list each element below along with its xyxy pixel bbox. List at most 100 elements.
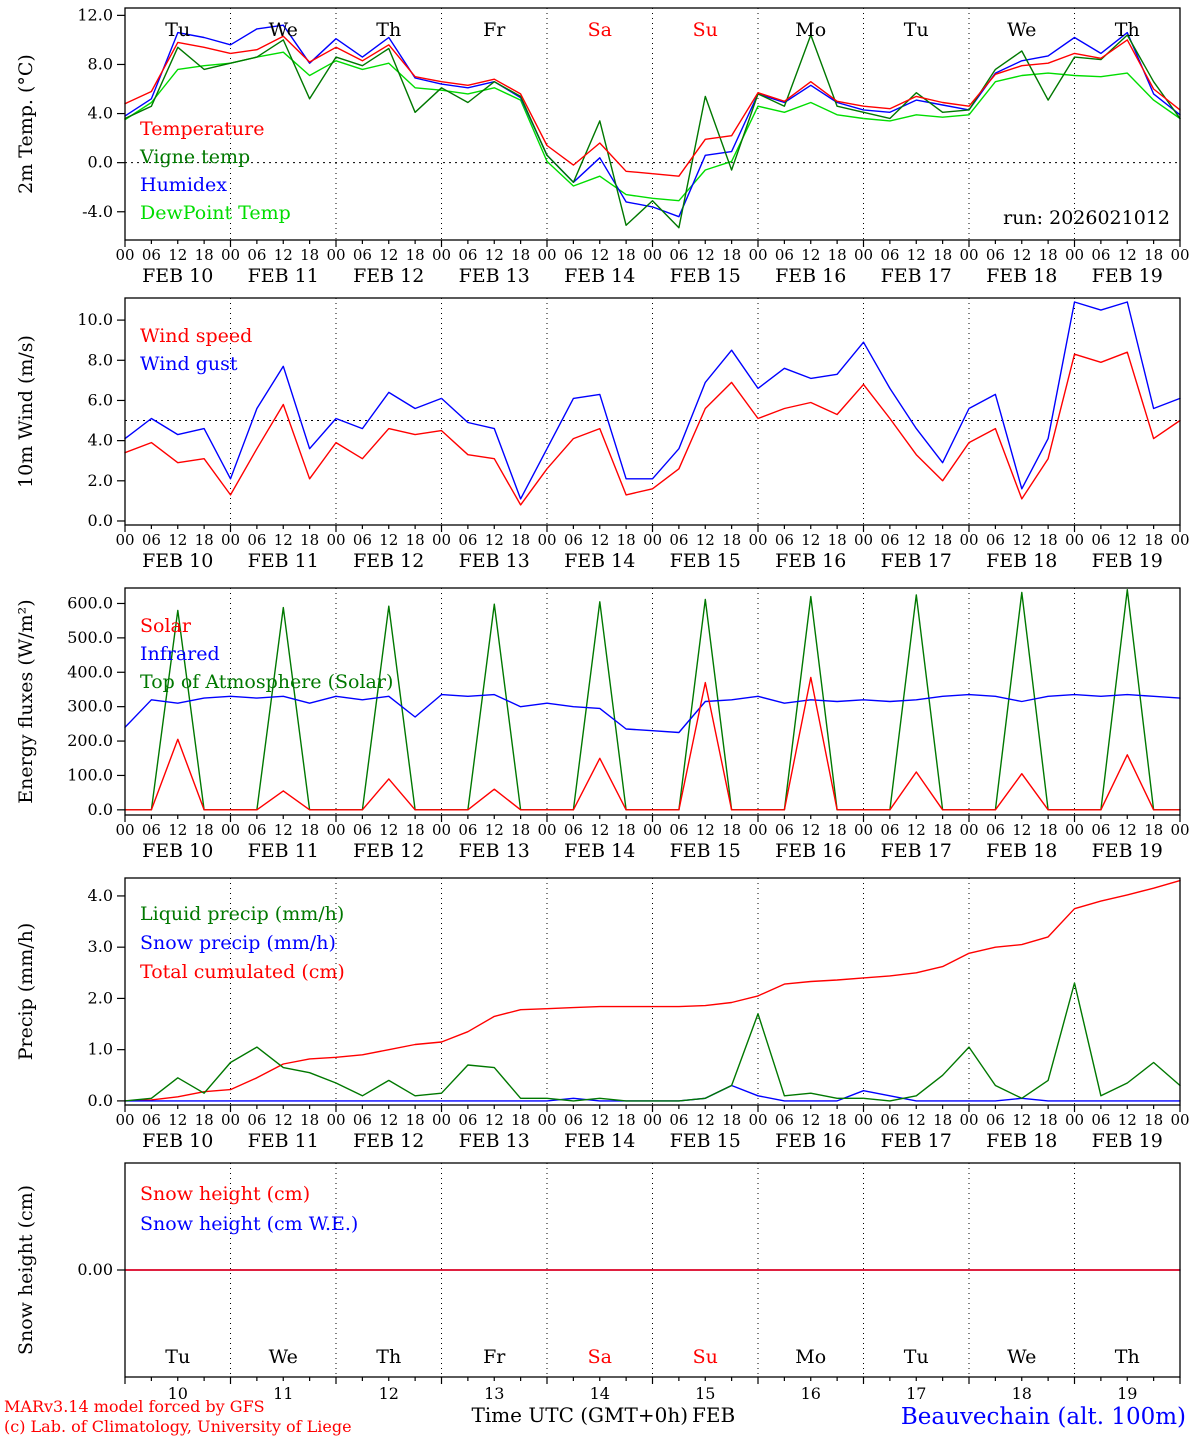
xdate-label: FEB 13 [459, 840, 530, 862]
series-lines [124, 589, 1181, 811]
xdate-label: FEB 15 [670, 265, 741, 287]
xhour-label: 18 [1144, 821, 1163, 839]
xhour-label: 00 [854, 246, 873, 264]
xhour-label: 12 [801, 821, 820, 839]
legend-temperature: Temperature [140, 118, 264, 140]
xhour-label: 18 [1144, 246, 1163, 264]
legend-solar: Solar [140, 615, 192, 637]
legend-vigne-temp: Vigne temp [139, 146, 250, 168]
xhour-label: 12 [274, 531, 293, 549]
weekday-feb-13: Fr [483, 1346, 506, 1368]
legend: Wind speed Wind gust [140, 325, 252, 375]
xhour-label: 00 [1170, 821, 1189, 839]
ytick-label: 100.0 [67, 765, 113, 784]
xhour-label: 06 [1091, 246, 1110, 264]
y-axis: 0.0 2.0 4.0 6.0 8.0 10.0 [77, 310, 125, 530]
day-gridlines [230, 298, 1075, 525]
xhour-label: 06 [142, 531, 161, 549]
panel-precip: 0.01.02.03.04.000 06 12 18 00 06 12 18 00 06 12 18 0… [15, 877, 1190, 1152]
xdate-label: FEB 14 [564, 550, 635, 572]
daynum-label: 12 [379, 1384, 399, 1403]
xhour-label: 06 [880, 246, 899, 264]
xhour-label: 12 [485, 1111, 504, 1129]
xhour-label: 12 [168, 531, 187, 549]
xhour-label: 12 [379, 821, 398, 839]
series-vigne-temp [124, 34, 1181, 229]
xhour-label: 12 [590, 1111, 609, 1129]
weekday-feb-15: Su [693, 1346, 718, 1368]
xhour-label: 00 [854, 531, 873, 549]
ytick-label: 0.0 [88, 1091, 113, 1110]
xhour-label: 00 [959, 531, 978, 549]
daynum-label: 17 [906, 1384, 926, 1403]
xhour-label: 00 [1065, 531, 1084, 549]
xhour-label: 06 [564, 821, 583, 839]
xhour-label: 18 [406, 1111, 425, 1129]
xhour-label: 12 [1118, 821, 1137, 839]
xhour-label: 06 [986, 1111, 1005, 1129]
xhour-label: 00 [1065, 821, 1084, 839]
series-lines [124, 301, 1181, 506]
ytick-label: 6.0 [88, 390, 113, 409]
xhour-label: 00 [432, 246, 451, 264]
xhour-label: 18 [722, 246, 741, 264]
xhour-label: 06 [247, 1111, 266, 1129]
xhour-label: 06 [142, 821, 161, 839]
xdate-label: FEB 14 [564, 1130, 635, 1152]
xhour-label: 12 [590, 531, 609, 549]
legend-liquid-precip-mm-h: Liquid precip (mm/h) [140, 903, 344, 925]
ytick-label: 0.0 [88, 153, 113, 172]
xdate-label: FEB 18 [986, 550, 1057, 572]
xhour-label: 00 [115, 246, 134, 264]
xhour-label: 00 [1170, 1111, 1189, 1129]
xhour-label: 18 [511, 821, 530, 839]
legend-wind-gust: Wind gust [140, 353, 238, 375]
xhour-label: 12 [696, 246, 715, 264]
weekday-feb-11: We [269, 19, 298, 41]
xhour-label: 00 [854, 821, 873, 839]
series-total-cumulated-cm [124, 879, 1181, 1102]
panels-group: -4.00.04.08.012.000 06 12 18 00 06 12 18 00 06 12 1… [15, 5, 1190, 1403]
xdate-label: FEB 11 [248, 550, 319, 572]
weekday-feb-11: We [269, 1346, 298, 1368]
xhour-label: 12 [696, 1111, 715, 1129]
credit-lab-line: (c) Lab. of Climatology, University of L… [4, 1417, 352, 1436]
xhour-label: 18 [406, 531, 425, 549]
xhour-label: 06 [1091, 1111, 1110, 1129]
xdate-label: FEB 16 [775, 265, 846, 287]
xhour-label: 00 [326, 1111, 345, 1129]
xhour-label: 06 [880, 821, 899, 839]
x-axis: 10 11 12 13 14 15 16 17 18 19 [124, 1377, 1181, 1403]
xhour-label: 18 [828, 531, 847, 549]
ytick-label: 8.0 [88, 350, 113, 369]
day-gridlines [230, 588, 1075, 815]
weekday-feb-12: Th [376, 19, 401, 41]
ytick-label: 0.00 [77, 1260, 113, 1279]
ytick-label: 4.0 [88, 886, 113, 905]
weekday-feb-12: Th [376, 1346, 401, 1368]
xhour-label: 00 [959, 1111, 978, 1129]
x-axis: 00 06 12 18 00 06 12 18 00 06 12 18 00 06 12 18 00 06 12 18… [115, 240, 1190, 287]
xhour-label: 00 [432, 531, 451, 549]
xhour-label: 12 [590, 821, 609, 839]
xdate-label: FEB 10 [142, 550, 213, 572]
xhour-label: 00 [115, 821, 134, 839]
xhour-label: 06 [564, 246, 583, 264]
legend: Solar Infrared Top of Atmosphere (Solar) [140, 615, 393, 693]
xhour-label: 06 [986, 531, 1005, 549]
xhour-label: 18 [1144, 1111, 1163, 1129]
weekday-feb-14: Sa [588, 19, 612, 41]
xhour-label: 06 [247, 531, 266, 549]
xhour-label: 00 [537, 821, 556, 839]
y-axis: 0.0 100.0 200.0 300.0 400.0 500.0 600.0 [67, 593, 125, 819]
xhour-label: 06 [458, 1111, 477, 1129]
x-axis-month-label: FEB [692, 1403, 735, 1427]
xhour-label: 00 [1065, 1111, 1084, 1129]
y-axis-title-temp: 2m Temp. (°C) [15, 54, 37, 194]
day-gridlines [230, 1163, 1075, 1377]
xhour-label: 12 [485, 821, 504, 839]
day-gridlines [230, 8, 1075, 240]
xdate-label: FEB 10 [142, 1130, 213, 1152]
